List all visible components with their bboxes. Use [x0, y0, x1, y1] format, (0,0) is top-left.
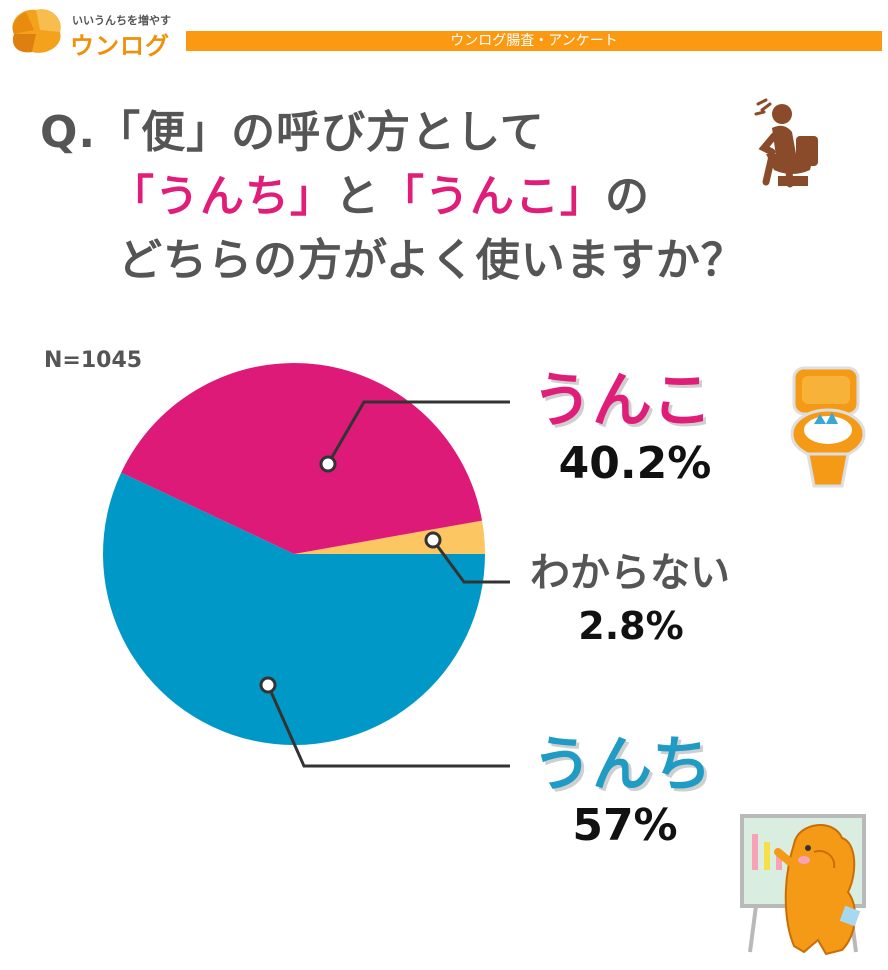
person-on-toilet-icon	[754, 98, 818, 188]
logo-name: ウンログ	[70, 32, 170, 60]
leader-line-wakaranai	[431, 539, 510, 584]
header-banner: ウンログ腸査・アンケート	[186, 31, 882, 51]
question-term-unchi: 「うんち」	[110, 171, 335, 222]
value-label-unchi: 57%	[572, 800, 678, 851]
pie-slices	[102, 363, 485, 746]
pie-slice-unko	[121, 363, 483, 554]
question-line-2: 「うんち」と「うんこ」の	[110, 160, 650, 224]
value-label-unko: 40.2%	[558, 438, 712, 489]
header-banner-text: ウンログ腸査・アンケート	[450, 33, 618, 49]
question-connector-to: と	[335, 171, 380, 222]
toilet-icon	[790, 366, 866, 488]
mascot-at-whiteboard-icon	[740, 814, 866, 956]
category-label-unko: うんこ	[532, 366, 712, 436]
leader-lines	[259, 400, 510, 768]
question-line-1: Q.「便」の呼び方として	[40, 107, 545, 158]
value-label-wakaranai: 2.8%	[578, 604, 684, 648]
pie-slice-unchi	[102, 472, 485, 746]
leader-line-unchi	[266, 684, 510, 768]
question-term-unko: 「うんこ」	[380, 171, 605, 222]
category-label-wakaranai: わからない	[530, 550, 730, 596]
leader-dot-wakaranai	[424, 531, 442, 549]
category-label-unchi: うんち	[532, 730, 712, 800]
leader-dot-unko	[319, 455, 337, 473]
question-connector-no: の	[605, 171, 650, 222]
leader-dot-unchi	[259, 676, 277, 694]
sample-size-label: N=1045	[44, 348, 143, 373]
logo: いいうんちを増やす ウンログ	[6, 4, 196, 60]
leader-line-unko	[326, 400, 510, 465]
question-line-3: どちらの方がよく使いますか？	[118, 235, 746, 286]
unlog-logo-icon	[12, 9, 61, 53]
logo-tagline: いいうんちを増やす	[72, 14, 171, 27]
